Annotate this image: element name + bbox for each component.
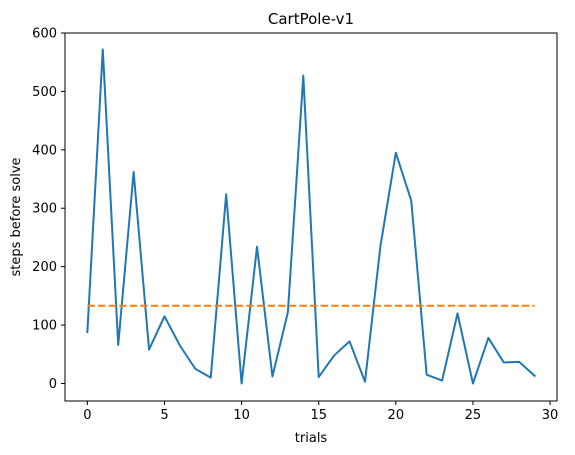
- y-tick-label: 200: [32, 260, 57, 275]
- x-tick-label: 15: [310, 408, 327, 423]
- x-axis: 0 5 10 15 20 25 30: [83, 401, 558, 423]
- series-layer: [86, 48, 537, 385]
- x-tick-label: 10: [233, 408, 250, 423]
- y-tick-label: 400: [32, 143, 57, 158]
- y-tick-label: 500: [32, 85, 57, 100]
- x-tick-label: 30: [542, 408, 559, 423]
- x-tick-label: 0: [83, 408, 91, 423]
- y-axis-label: steps before solve: [9, 157, 24, 276]
- chart-title: CartPole-v1: [268, 10, 354, 28]
- y-tick-label: 100: [32, 319, 57, 334]
- x-axis-label: trials: [295, 431, 328, 446]
- x-tick-label: 20: [388, 408, 405, 423]
- x-tick-label: 25: [465, 408, 482, 423]
- x-tick-label: 5: [160, 408, 168, 423]
- series-line-1: [86, 48, 537, 385]
- y-tick-label: 300: [32, 202, 57, 217]
- y-tick-label: 600: [32, 27, 57, 42]
- plot-frame: [64, 32, 558, 402]
- y-axis: 0 100 200 300 400 500 600: [32, 27, 65, 392]
- y-tick-label: 0: [49, 377, 57, 392]
